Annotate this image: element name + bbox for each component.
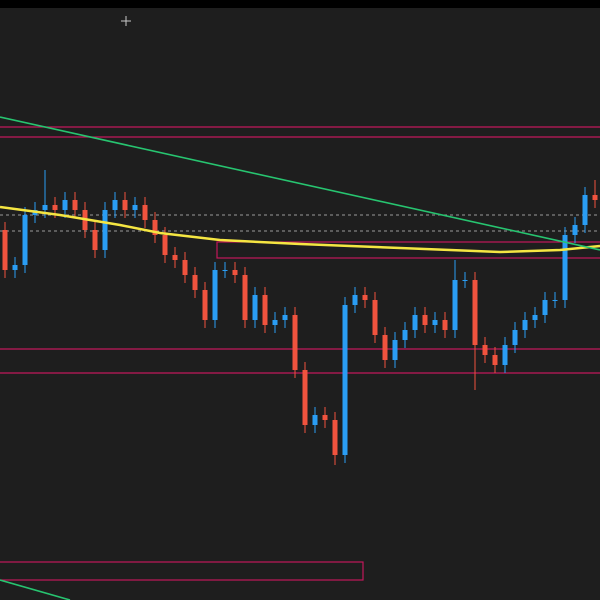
candle-body bbox=[342, 305, 348, 455]
candle-body bbox=[552, 300, 558, 301]
candle-body bbox=[12, 265, 18, 270]
candles bbox=[2, 170, 598, 465]
candle-body bbox=[522, 320, 528, 330]
candle-body bbox=[452, 280, 458, 330]
candle-body bbox=[442, 320, 448, 330]
candle-body bbox=[382, 335, 388, 360]
candle-body bbox=[562, 235, 568, 300]
candle-body bbox=[432, 320, 438, 325]
candle-body bbox=[392, 340, 398, 360]
zones bbox=[0, 126, 600, 581]
candle-body bbox=[232, 270, 238, 275]
candle-body bbox=[362, 295, 368, 300]
candle-body bbox=[462, 280, 468, 281]
candle-body bbox=[112, 200, 118, 210]
trendlines bbox=[0, 116, 600, 600]
top-bar bbox=[0, 0, 600, 8]
candle-body bbox=[332, 420, 338, 455]
candle-body bbox=[492, 355, 498, 365]
candle-body bbox=[472, 280, 478, 345]
candle-body bbox=[502, 345, 508, 365]
candle-body bbox=[292, 315, 298, 370]
candle-body bbox=[542, 300, 548, 315]
moving-average bbox=[0, 205, 600, 254]
candle-body bbox=[592, 195, 598, 200]
candle-body bbox=[532, 315, 538, 320]
candle-body bbox=[142, 205, 148, 220]
candle-body bbox=[422, 315, 428, 325]
candle-body bbox=[212, 270, 218, 320]
candle-body bbox=[482, 345, 488, 355]
candle-body bbox=[172, 255, 178, 260]
candle-body bbox=[22, 215, 28, 265]
candle-body bbox=[182, 260, 188, 275]
candle-body bbox=[402, 330, 408, 340]
candle-body bbox=[162, 235, 168, 255]
candle-body bbox=[122, 200, 128, 210]
candle-body bbox=[2, 230, 8, 270]
candle-body bbox=[242, 275, 248, 320]
candle-body bbox=[252, 295, 258, 320]
candle-body bbox=[262, 295, 268, 325]
candle-body bbox=[102, 210, 108, 250]
candle-body bbox=[582, 195, 588, 225]
candle-body bbox=[412, 315, 418, 330]
candle-body bbox=[372, 300, 378, 335]
candle-body bbox=[302, 370, 308, 425]
candle-body bbox=[62, 200, 68, 210]
candle-body bbox=[352, 295, 358, 305]
candle-body bbox=[132, 205, 138, 210]
candle-body bbox=[152, 220, 158, 235]
candle-body bbox=[52, 205, 58, 210]
candle-body bbox=[222, 270, 228, 271]
crosshair bbox=[121, 16, 131, 26]
candle-body bbox=[312, 415, 318, 425]
candle-body bbox=[42, 205, 48, 210]
candle-body bbox=[192, 275, 198, 290]
candle-body bbox=[272, 320, 278, 325]
candle-body bbox=[572, 225, 578, 235]
candle-body bbox=[322, 415, 328, 420]
candle-body bbox=[72, 200, 78, 210]
dashed-levels bbox=[0, 214, 600, 232]
candle-body bbox=[202, 290, 208, 320]
candle-body bbox=[92, 230, 98, 250]
candle-body bbox=[282, 315, 288, 320]
candle-body bbox=[512, 330, 518, 345]
